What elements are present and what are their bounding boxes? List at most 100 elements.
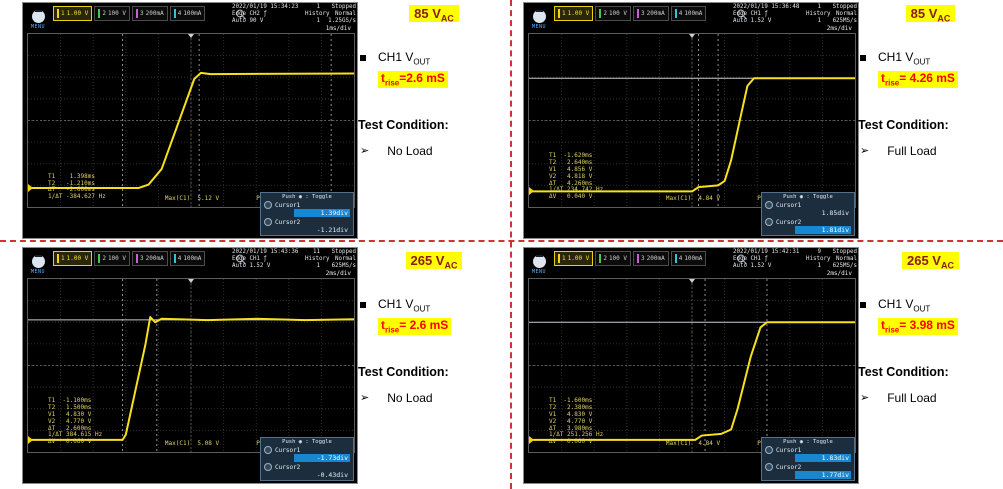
timebase: 2ms/div: [826, 270, 852, 277]
cursor2-row[interactable]: Cursor2: [264, 463, 350, 471]
cursor2-knob-icon[interactable]: [765, 218, 773, 226]
channel-4-box[interactable]: 4 100mA: [670, 6, 707, 21]
channel-3-scale: 200mA: [145, 9, 164, 17]
channel-2-color-bar: [599, 9, 602, 18]
cursor1-row[interactable]: Cursor1: [765, 201, 851, 209]
menu-icon: [31, 255, 45, 268]
oscilloscope-screenshot-85vac-fullload: MENU 1 1.00 V 2 100 V 3 200mA 4 100mA 20…: [523, 2, 859, 239]
menu-button[interactable]: MENU: [25, 250, 51, 275]
channel-1-color-bar: [57, 254, 59, 263]
square-bullet-icon: [860, 302, 866, 308]
cursor2-knob-icon[interactable]: [264, 218, 272, 226]
channel-3-box[interactable]: 3 200mA: [132, 251, 168, 266]
channel-2-scale: 100 V: [608, 254, 627, 262]
channel-2-box[interactable]: 2 100 V: [595, 6, 631, 21]
push-toggle-hint: Push ◉ : Toggle: [282, 439, 332, 445]
acq-status: Stopped: [331, 4, 356, 10]
channel-3-scale: 200mA: [145, 254, 164, 262]
zoom-search-icon[interactable]: [734, 251, 750, 265]
zoom-search-icon[interactable]: [233, 6, 249, 20]
channel-2-box[interactable]: 2 100 V: [595, 251, 631, 266]
cursor1-row[interactable]: Cursor1: [765, 446, 851, 454]
cursor-panel: Push ◉ : Toggle Cursor1 1.39div Cursor2 …: [260, 192, 354, 236]
cursor2-row[interactable]: Cursor2: [264, 218, 350, 226]
test-condition-label: Test Condition:: [858, 365, 949, 379]
channel-4-box[interactable]: 4 100mA: [169, 6, 206, 21]
sample-rate: 625MS/s: [832, 263, 857, 269]
channel-4-number: 4: [678, 9, 683, 17]
history-label: History: [305, 11, 330, 17]
channel-2-box[interactable]: 2 100 V: [94, 6, 130, 21]
cursor-measurements: T1 -1.620ms T2 2.640ms V1 4.856 V V2 4.818 …: [549, 152, 604, 201]
cursor1-row[interactable]: Cursor1: [264, 446, 350, 454]
channel-1-box[interactable]: 1 1.00 V: [53, 6, 93, 21]
zoom-search-icon[interactable]: [734, 6, 750, 20]
max-measurement: Max(C1) 5.08 V: [164, 440, 220, 447]
timebase: 2ms/div: [325, 270, 351, 277]
cursor-panel: Push ◉ : Toggle Cursor1 1.83div Cursor2 …: [761, 437, 855, 481]
cursor1-value: 1.83div: [795, 454, 851, 462]
menu-label: MENU: [531, 269, 547, 275]
channel-3-number: 3: [140, 9, 144, 17]
menu-button[interactable]: MENU: [526, 5, 552, 30]
channel-2-number: 2: [102, 9, 106, 17]
channel-1-box[interactable]: 1 1.00 V: [53, 251, 93, 266]
channel-4-box[interactable]: 4 100mA: [169, 251, 206, 266]
test-condition-label: Test Condition:: [858, 118, 949, 132]
channel-4-box[interactable]: 4 100mA: [670, 251, 707, 266]
waveform-grid: T1 -1.620ms T2 2.640ms V1 4.856 V V2 4.818 …: [528, 33, 856, 208]
channel-2-color-bar: [98, 254, 101, 263]
channel-1-color-bar: [57, 9, 59, 18]
channel-1-ground-marker: [28, 435, 33, 444]
channel-4-number: 4: [678, 254, 683, 262]
channel-4-color-bar: [173, 254, 176, 263]
cursor2-row[interactable]: Cursor2: [765, 218, 851, 226]
channel-1-box[interactable]: 1 1.00 V: [554, 6, 594, 21]
channel-1-scale: 1.00 V: [66, 9, 89, 17]
trigger-setting: Edge CH2 ƒ: [232, 11, 267, 17]
waveform-grid: T1 1.398ms T2 -1.210ms ΔT -2.608ms 1/ΔT -38…: [27, 33, 355, 208]
cursor2-value: -0.43div: [316, 471, 348, 479]
cursor1-knob-icon[interactable]: [264, 201, 272, 209]
history-label: History: [305, 256, 330, 262]
cursor1-label: Cursor1: [275, 201, 301, 209]
zoom-search-icon[interactable]: [233, 251, 249, 265]
oscilloscope-screenshot-265vac-noload: MENU 1 1.00 V 2 100 V 3 200mA 4 100mA 20…: [22, 247, 358, 484]
acq-status: Stopped: [832, 4, 857, 10]
cursor1-row[interactable]: Cursor1: [264, 201, 350, 209]
input-voltage-label: 265 VAC: [858, 252, 1003, 271]
cursor2-row[interactable]: Cursor2: [765, 463, 851, 471]
sample-rate: 625MS/s: [331, 263, 356, 269]
cursor2-knob-icon[interactable]: [765, 463, 773, 471]
rise-time-value: trise= 3.98 mS: [878, 318, 958, 335]
channel-3-box[interactable]: 3 200mA: [633, 6, 669, 21]
menu-icon: [31, 10, 45, 23]
channel-3-number: 3: [641, 9, 645, 17]
channel-4-scale: 100mA: [183, 9, 202, 17]
sample-rate: 625MS/s: [832, 18, 857, 24]
acq-count: 1: [817, 4, 822, 10]
channel-1-box[interactable]: 1 1.00 V: [554, 251, 594, 266]
test-condition-label: Test Condition:: [358, 118, 449, 132]
channel-1-number: 1: [562, 9, 566, 17]
trigger-setting: Edge CH1 ƒ: [232, 256, 267, 262]
menu-button[interactable]: MENU: [25, 5, 51, 30]
horizontal-divider: [0, 240, 1003, 242]
cursor1-knob-icon[interactable]: [765, 201, 773, 209]
cursor2-label: Cursor2: [275, 463, 301, 471]
channel-4-scale: 100mA: [684, 9, 703, 17]
channel-2-box[interactable]: 2 100 V: [94, 251, 130, 266]
cursor1-knob-icon[interactable]: [765, 446, 773, 454]
max-measurement: Max(C1) 4.84 V: [665, 440, 721, 447]
cursor1-knob-icon[interactable]: [264, 446, 272, 454]
channel-3-box[interactable]: 3 200mA: [132, 6, 168, 21]
channel-2-number: 2: [603, 254, 607, 262]
channel-3-scale: 200mA: [646, 254, 665, 262]
cursor1-label: Cursor1: [776, 201, 802, 209]
channel-3-box[interactable]: 3 200mA: [633, 251, 669, 266]
menu-button[interactable]: MENU: [526, 250, 552, 275]
cursor1-value: -1.73div: [294, 454, 350, 462]
cursor-measurements: T1 -1.600ms T2 2.380ms V1 4.830 V V2 4.770 …: [549, 397, 604, 446]
channel-1-color-bar: [558, 9, 560, 18]
cursor2-knob-icon[interactable]: [264, 463, 272, 471]
